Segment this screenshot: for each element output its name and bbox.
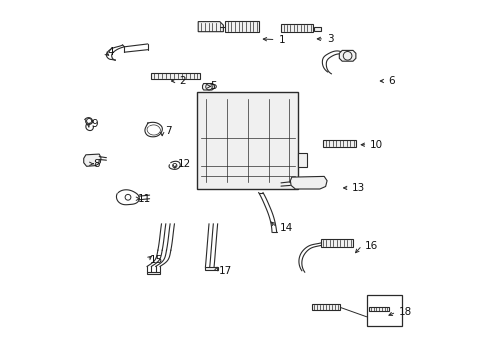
Text: 17: 17: [219, 266, 232, 276]
Text: 14: 14: [280, 222, 294, 233]
Text: 16: 16: [365, 240, 378, 251]
Text: 6: 6: [388, 76, 395, 86]
Polygon shape: [84, 154, 101, 166]
Text: 12: 12: [178, 159, 191, 169]
Text: 18: 18: [399, 307, 412, 317]
Polygon shape: [315, 27, 320, 31]
Polygon shape: [205, 267, 218, 270]
Text: 4: 4: [107, 47, 114, 57]
Polygon shape: [225, 21, 259, 32]
Polygon shape: [323, 140, 356, 147]
Polygon shape: [281, 24, 314, 32]
Polygon shape: [320, 239, 353, 247]
Polygon shape: [298, 153, 307, 167]
Text: 5: 5: [210, 81, 217, 91]
Text: 10: 10: [370, 140, 383, 150]
Text: 9: 9: [91, 119, 98, 129]
Polygon shape: [198, 22, 223, 32]
Polygon shape: [312, 304, 341, 310]
Polygon shape: [151, 73, 200, 79]
Polygon shape: [369, 307, 389, 311]
Text: 7: 7: [165, 126, 172, 136]
Polygon shape: [291, 176, 327, 189]
Text: 3: 3: [327, 34, 334, 44]
Polygon shape: [202, 84, 215, 90]
Text: 8: 8: [93, 159, 99, 169]
Text: 13: 13: [352, 183, 366, 193]
Polygon shape: [197, 92, 298, 189]
Bar: [368, 295, 402, 326]
Polygon shape: [339, 50, 356, 61]
Text: 11: 11: [138, 194, 151, 204]
Text: 2: 2: [179, 76, 186, 86]
Text: 15: 15: [150, 255, 163, 265]
Text: 1: 1: [278, 35, 285, 45]
Polygon shape: [147, 272, 160, 274]
